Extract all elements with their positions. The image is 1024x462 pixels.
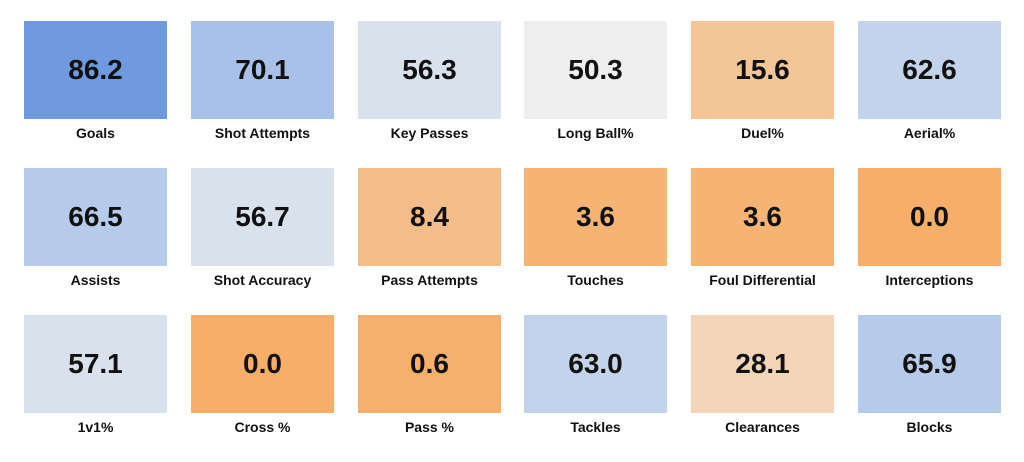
metric-label: Shot Attempts (214, 125, 311, 141)
metric-label: Key Passes (390, 125, 469, 141)
metric-value: 66.5 (68, 201, 123, 232)
metric-value: 63.0 (568, 348, 623, 379)
metric-label: Aerial% (903, 125, 956, 141)
metric-tile: 63.0 (524, 315, 667, 413)
metric-value: 3.6 (576, 201, 615, 232)
metric-tile: 62.6 (858, 21, 1001, 119)
metric-label: Tackles (570, 419, 621, 435)
metric-value: 56.3 (402, 54, 457, 85)
metric-value: 0.0 (910, 201, 949, 232)
metric-label: Interceptions (885, 272, 974, 288)
metric-tile: 56.7 (191, 168, 334, 266)
metric-tile: 66.5 (24, 168, 167, 266)
metric-tile: 3.6 (691, 168, 834, 266)
metric-tile: 15.6 (691, 21, 834, 119)
metric-value: 57.1 (68, 348, 123, 379)
metric-tile: 86.2 (24, 21, 167, 119)
metric-tile: 0.6 (358, 315, 501, 413)
metric-tile: 8.4 (358, 168, 501, 266)
metric-value: 62.6 (902, 54, 957, 85)
metric-label: Cross % (234, 419, 291, 435)
metric-value: 15.6 (735, 54, 790, 85)
metric-value: 0.0 (243, 348, 282, 379)
metric-label: Duel% (741, 125, 784, 141)
metric-label: Clearances (725, 419, 800, 435)
metric-tile: 65.9 (858, 315, 1001, 413)
metric-tile: 50.3 (524, 21, 667, 119)
metric-value: 28.1 (735, 348, 790, 379)
metric-value: 50.3 (568, 54, 623, 85)
metric-tile: 0.0 (191, 315, 334, 413)
metric-label: Goals (76, 125, 115, 141)
metric-tile: 70.1 (191, 21, 334, 119)
metric-value: 86.2 (68, 54, 123, 85)
metric-value: 70.1 (235, 54, 290, 85)
metric-tile: 56.3 (358, 21, 501, 119)
metric-label: Pass % (404, 419, 455, 435)
metric-value: 56.7 (235, 201, 290, 232)
metric-tile: 57.1 (24, 315, 167, 413)
metric-label: Shot Accuracy (213, 272, 312, 288)
metric-tile: 3.6 (524, 168, 667, 266)
metric-label: 1v1% (77, 419, 114, 435)
metric-label: Blocks (906, 419, 953, 435)
metric-tile: 0.0 (858, 168, 1001, 266)
metric-label: Touches (567, 272, 624, 288)
metric-label: Long Ball% (557, 125, 634, 141)
metric-label: Foul Differential (709, 272, 816, 288)
metric-label: Assists (70, 272, 121, 288)
metric-value: 3.6 (743, 201, 782, 232)
metric-value: 65.9 (902, 348, 957, 379)
metric-value: 0.6 (410, 348, 449, 379)
metric-tile: 28.1 (691, 315, 834, 413)
metric-label: Pass Attempts (381, 272, 478, 288)
metric-value: 8.4 (410, 201, 449, 232)
